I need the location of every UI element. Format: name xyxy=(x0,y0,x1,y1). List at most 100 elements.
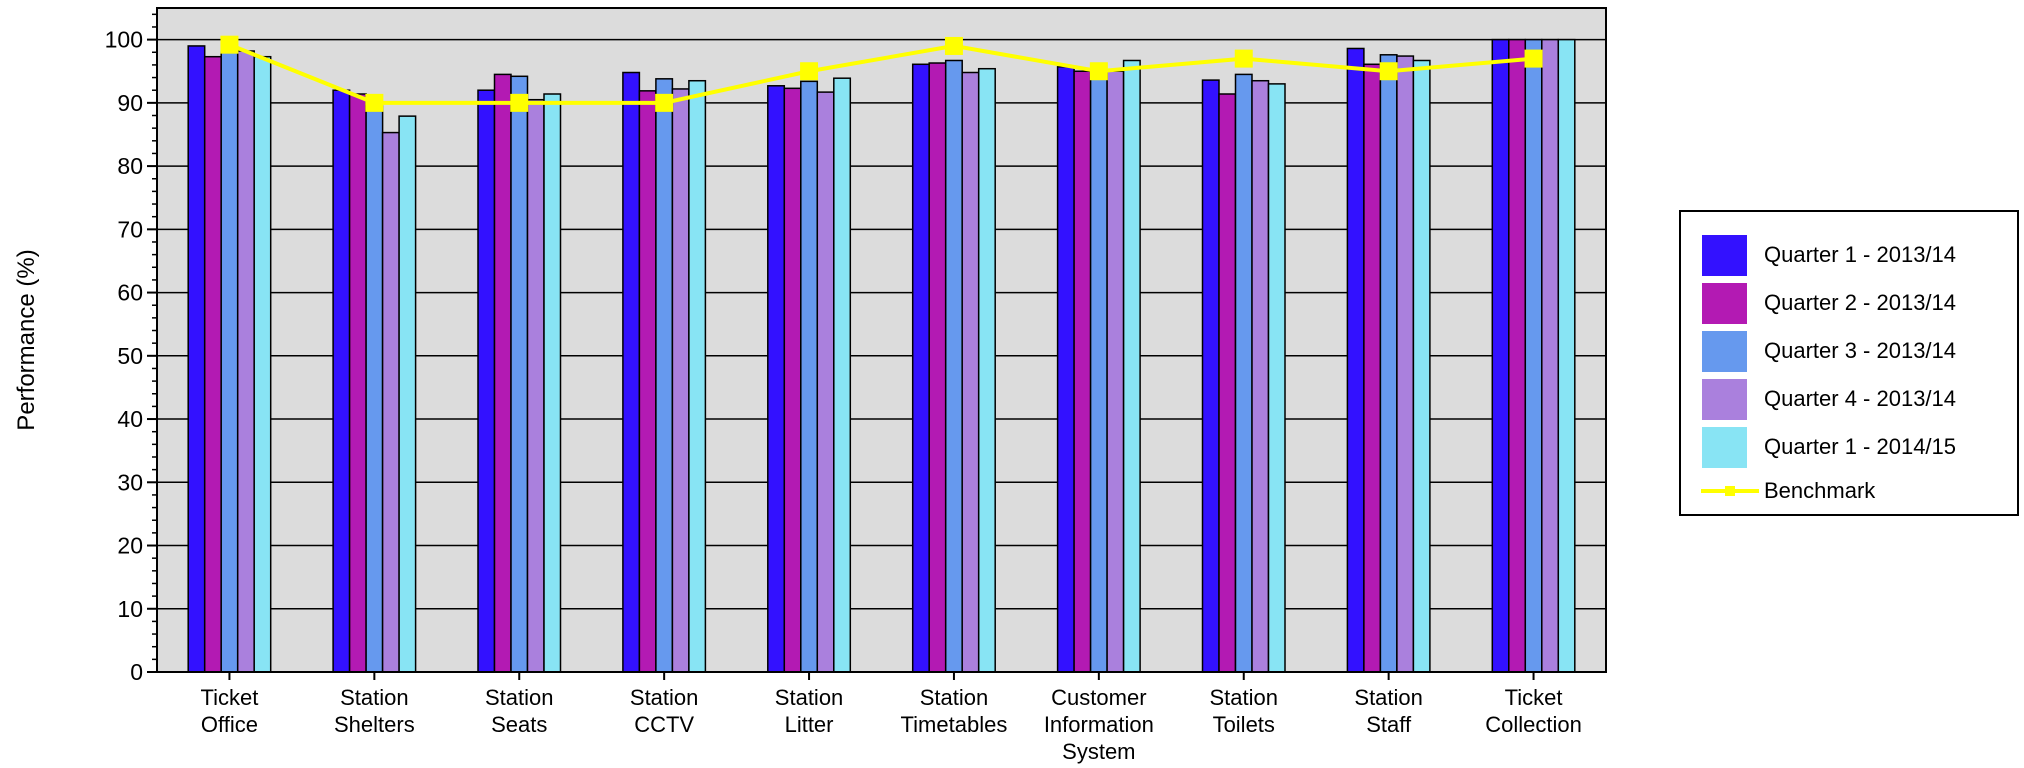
x-tick-label: System xyxy=(1062,739,1135,764)
x-tick-label: Shelters xyxy=(334,712,415,737)
y-tick-label: 40 xyxy=(117,406,143,432)
legend-swatch xyxy=(1701,281,1748,325)
benchmark-marker xyxy=(1524,49,1543,68)
bar xyxy=(526,98,545,673)
y-tick-label: 50 xyxy=(117,343,143,369)
benchmark-marker xyxy=(1234,49,1253,68)
benchmark-marker xyxy=(655,93,674,112)
bar xyxy=(816,91,835,673)
bar xyxy=(1508,38,1527,673)
bar xyxy=(1396,55,1415,673)
legend-item: Quarter 2 - 2013/14 xyxy=(1701,280,1956,326)
bar xyxy=(977,67,996,673)
y-tick-label: 0 xyxy=(130,659,143,685)
x-tick-label: CCTV xyxy=(634,712,694,737)
bar xyxy=(510,75,529,673)
bar xyxy=(767,85,786,673)
bar xyxy=(332,89,351,673)
bar xyxy=(1122,59,1141,673)
y-axis-title: Performance (%) xyxy=(13,249,40,430)
legend-label: Benchmark xyxy=(1764,478,1876,503)
legend-item-benchmark: Benchmark xyxy=(1701,468,1875,514)
plot-frame xyxy=(156,7,1607,673)
x-tick-label: Staff xyxy=(1366,712,1412,737)
bar xyxy=(1218,93,1237,673)
benchmark-marker xyxy=(1089,62,1108,81)
y-tick-label: 30 xyxy=(117,469,143,495)
legend-item: Quarter 4 - 2013/14 xyxy=(1701,376,1956,422)
bar xyxy=(944,59,963,673)
bar xyxy=(688,79,707,673)
bar xyxy=(543,93,562,673)
x-tick-label: Station xyxy=(775,685,844,710)
x-tick-label: Collection xyxy=(1485,712,1582,737)
legend-swatch xyxy=(1701,233,1748,277)
legend-item: Quarter 3 - 2013/14 xyxy=(1701,328,1956,374)
bar xyxy=(655,78,674,673)
bar xyxy=(1251,79,1270,673)
bar xyxy=(236,50,255,673)
bars xyxy=(187,38,1576,673)
benchmark-marker xyxy=(1379,62,1398,81)
bar xyxy=(1363,63,1382,673)
bar xyxy=(1557,38,1576,673)
bar xyxy=(348,93,367,673)
bar xyxy=(398,115,417,673)
bar xyxy=(187,45,206,673)
bar xyxy=(671,88,690,673)
bar xyxy=(253,55,272,673)
bar xyxy=(220,51,239,673)
bar xyxy=(911,63,930,673)
bar xyxy=(1056,66,1075,673)
x-tick-label: Station xyxy=(630,685,699,710)
bar xyxy=(928,62,947,673)
x-tick-label: Seats xyxy=(491,712,547,737)
bar xyxy=(381,131,400,673)
x-tick-label: Station xyxy=(920,685,989,710)
bar xyxy=(1106,70,1125,673)
y-tick-label: 90 xyxy=(117,90,143,116)
legend-line-symbol xyxy=(1701,481,1759,501)
legend-label: Quarter 1 - 2014/15 xyxy=(1764,434,1957,459)
x-tick-label: Station xyxy=(1354,685,1423,710)
bar xyxy=(961,71,980,673)
benchmark-marker xyxy=(510,93,529,112)
y-tick-label: 20 xyxy=(117,533,143,559)
bar xyxy=(1491,38,1510,673)
legend-item: Quarter 1 - 2013/14 xyxy=(1701,232,1956,278)
benchmark-marker xyxy=(220,35,239,54)
legend-item: Quarter 1 - 2014/15 xyxy=(1701,424,1956,470)
x-axis: TicketOfficeStationSheltersStationSeatsS… xyxy=(201,672,1582,764)
y-tick-label: 60 xyxy=(117,280,143,306)
bar xyxy=(1201,79,1220,673)
benchmark-line xyxy=(220,35,1543,112)
bar xyxy=(833,77,852,673)
y-tick-label: 70 xyxy=(117,216,143,242)
legend: Quarter 1 - 2013/14 Quarter 2 - 2013/14 Qu… xyxy=(1679,210,2019,516)
benchmark-marker xyxy=(365,93,384,112)
x-tick-label: Toilets xyxy=(1213,712,1275,737)
bar xyxy=(477,89,496,673)
bar xyxy=(493,73,512,673)
x-tick-label: Station xyxy=(1210,685,1279,710)
y-tick-label: 100 xyxy=(105,27,143,53)
legend-swatch xyxy=(1701,425,1748,469)
y-axis: 0 10 20 30 40 50 60 70 80 90 100 xyxy=(105,13,157,685)
bar xyxy=(1267,83,1286,673)
legend-label: Quarter 2 - 2013/14 xyxy=(1764,290,1957,315)
legend-swatch xyxy=(1701,329,1748,373)
x-tick-label: Ticket xyxy=(201,685,259,710)
benchmark-polyline xyxy=(228,42,1534,105)
bar xyxy=(1089,76,1108,673)
x-tick-label: Litter xyxy=(785,712,834,737)
x-tick-label: Customer xyxy=(1051,685,1146,710)
bar xyxy=(365,105,384,673)
bar xyxy=(800,80,819,673)
bar xyxy=(622,71,641,673)
x-tick-label: Ticket xyxy=(1505,685,1563,710)
y-tick-label: 80 xyxy=(117,153,143,179)
bar xyxy=(203,55,222,673)
bar xyxy=(1412,59,1431,673)
benchmark-marker xyxy=(800,62,819,81)
